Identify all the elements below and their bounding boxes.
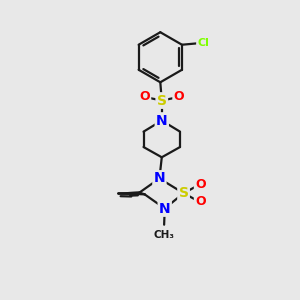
- Text: N: N: [159, 202, 170, 215]
- Text: S: S: [178, 186, 189, 200]
- Text: O: O: [195, 178, 206, 191]
- Text: S: S: [157, 94, 167, 107]
- Text: CH₃: CH₃: [154, 230, 175, 240]
- Text: O: O: [140, 91, 150, 103]
- Text: N: N: [156, 114, 168, 128]
- Text: N: N: [154, 172, 165, 185]
- Text: Cl: Cl: [197, 38, 209, 48]
- Text: O: O: [195, 195, 206, 208]
- Text: O: O: [173, 91, 184, 103]
